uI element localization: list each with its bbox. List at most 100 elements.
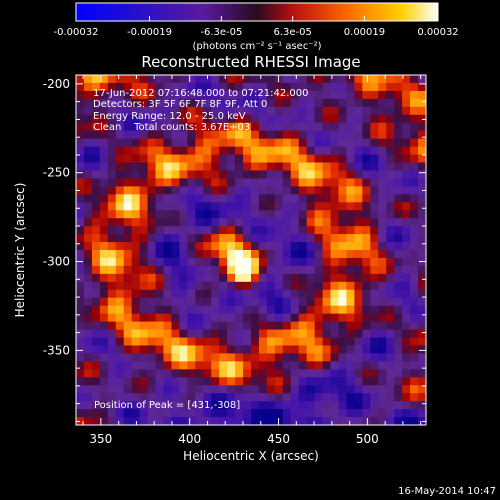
heatmap-cell (394, 154, 403, 164)
heatmap-cell (219, 393, 228, 402)
heatmap-cell (76, 409, 85, 418)
heatmap-cell (227, 75, 236, 84)
heatmap-cell (322, 297, 332, 307)
heatmap-cell (139, 289, 149, 299)
heatmap-cell (163, 122, 173, 132)
heatmap-cell (147, 122, 157, 132)
heatmap-cell (290, 393, 300, 402)
heatmap-cell (123, 321, 133, 331)
heatmap-cell (402, 202, 411, 211)
heatmap-cell (115, 321, 125, 331)
heatmap-cell (187, 226, 196, 235)
heatmap-cell (107, 401, 117, 410)
heatmap-cell (83, 242, 93, 251)
heatmap-cell (155, 313, 165, 323)
heatmap-cell (227, 154, 236, 164)
heatmap-cell (330, 90, 340, 100)
heatmap-cell (139, 393, 149, 402)
heatmap-cell (314, 417, 324, 425)
heatmap-cell (123, 82, 133, 92)
heatmap-cell (235, 122, 244, 132)
heatmap-cell (322, 202, 332, 211)
heatmap-cell (362, 401, 371, 410)
heatmap-cell (346, 273, 355, 283)
heatmap-cell (243, 353, 252, 362)
heatmap-cell (306, 401, 316, 410)
heatmap-cell (203, 265, 212, 275)
plot-frame (75, 74, 427, 426)
heatmap-cell (258, 393, 268, 402)
heatmap-cell (139, 186, 149, 195)
heatmap-cell (171, 321, 180, 331)
heatmap-cell (402, 329, 411, 339)
heatmap-cell (298, 138, 308, 148)
heatmap-cell (107, 313, 117, 323)
heatmap-cell (362, 361, 371, 370)
heatmap-cell (107, 361, 117, 370)
heatmap-cell (227, 122, 236, 132)
heatmap-cell (131, 98, 141, 108)
heatmap-cell (123, 257, 133, 267)
heatmap-cell (195, 273, 204, 283)
heatmap-cell (155, 162, 165, 172)
heatmap-cell (314, 82, 324, 92)
heatmap-cell (147, 138, 157, 148)
heatmap-cell (115, 138, 125, 148)
heatmap-cell (338, 194, 348, 203)
heatmap-cell (179, 162, 188, 172)
heatmap-cell (370, 162, 379, 172)
heatmap-cell (115, 289, 125, 299)
heatmap-cell (274, 226, 284, 235)
heatmap-cell (274, 321, 284, 331)
heatmap-cell (251, 234, 260, 243)
heatmap-cell (394, 186, 403, 195)
heatmap-cell (370, 417, 379, 425)
heatmap-cell (99, 313, 109, 323)
heatmap-cell (76, 289, 85, 299)
heatmap-cell (370, 82, 379, 92)
heatmap-cell (322, 329, 332, 339)
heatmap-cell (282, 242, 292, 251)
heatmap-cell (83, 250, 93, 259)
heatmap-cell (314, 401, 324, 410)
heatmap-cell (187, 90, 196, 100)
heatmap-cell (378, 250, 387, 259)
heatmap-cell (123, 361, 133, 370)
heatmap-cell (354, 75, 363, 84)
heatmap-cell (338, 186, 348, 195)
heatmap-cell (131, 313, 141, 323)
heatmap-cell (370, 234, 379, 243)
heatmap-cell (290, 409, 300, 418)
heatmap-cell (362, 234, 371, 243)
heatmap-cell (346, 75, 355, 84)
heatmap-cell (402, 75, 411, 84)
heatmap-cell (195, 98, 204, 108)
heatmap-cell (187, 122, 196, 132)
heatmap-cell (418, 305, 426, 315)
heatmap-cell (322, 361, 332, 370)
heatmap-cell (314, 257, 324, 267)
heatmap-cell (266, 361, 276, 370)
heatmap-cell (155, 369, 165, 378)
heatmap-cell (362, 130, 371, 140)
heatmap-cell (274, 361, 284, 370)
heatmap-cell (163, 114, 173, 124)
heatmap-cell (163, 250, 173, 259)
heatmap-cell (219, 345, 228, 354)
colorbar-ticks: -0.00032 -0.00019 -6.3e-05 6.3e-05 0.00019 0.… (54, 16, 459, 38)
heatmap-cell (179, 417, 188, 425)
heatmap-cell (314, 273, 324, 283)
heatmap-cell (179, 202, 188, 211)
heatmap-cell (258, 122, 268, 132)
heatmap-cell (410, 210, 419, 219)
peak-position-label: Position of Peak = [431,-308] (94, 400, 240, 411)
heatmap-cell (179, 146, 188, 156)
heatmap-cell (298, 409, 308, 418)
heatmap-cell (330, 297, 340, 307)
heatmap-cell (266, 289, 276, 299)
heatmap-cell (83, 146, 93, 156)
heatmap-cell (179, 353, 188, 362)
heatmap-cell (155, 234, 165, 243)
heatmap-cell (394, 313, 403, 323)
heatmap-cell (338, 114, 348, 124)
